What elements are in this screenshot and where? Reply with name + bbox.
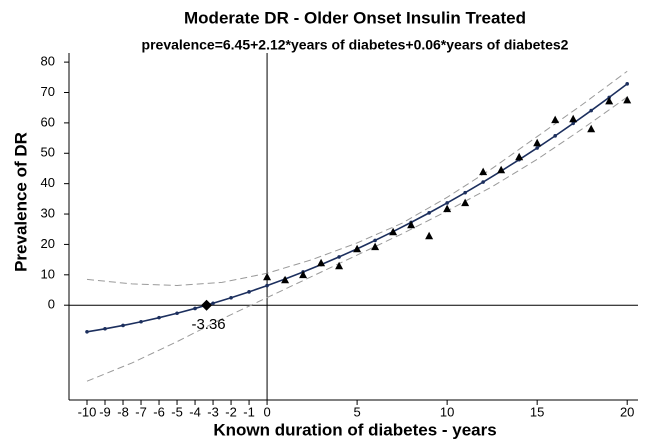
intercept-marker (201, 299, 213, 311)
fit-point (481, 180, 485, 184)
x-axis-label: Known duration of diabetes - years (213, 420, 496, 439)
y-tick-label: 10 (41, 266, 55, 281)
fit-point (463, 190, 467, 195)
fit-line (86, 83, 628, 333)
confidence-band (86, 96, 628, 382)
observed-point (281, 275, 290, 284)
observed-point (407, 220, 416, 229)
x-tick-label: -8 (117, 404, 129, 419)
x-tick-label: -1 (243, 404, 255, 419)
chart-subtitle: prevalence=6.45+2.12*years of diabetes+0… (142, 37, 569, 53)
y-tick-label: 80 (41, 54, 55, 69)
fit-point (535, 146, 539, 150)
observed-point (263, 272, 272, 281)
y-tick-label: 50 (41, 145, 55, 160)
observed-point (569, 114, 578, 123)
intercept-label: -3.36 (191, 316, 225, 333)
y-tick-label: 60 (41, 114, 55, 129)
observed-point (425, 231, 434, 240)
x-tick-label: -6 (153, 404, 165, 419)
y-tick-label: 30 (41, 205, 55, 220)
fit-point (157, 315, 161, 320)
fit-point (85, 329, 89, 334)
observed-point (443, 204, 452, 213)
x-tick-label: -2 (225, 404, 237, 419)
fit-point (139, 319, 143, 324)
x-tick-label: 15 (530, 404, 544, 419)
confidence-band (86, 70, 628, 286)
y-tick-label: 0 (48, 297, 55, 312)
y-axis-label: Prevalence of DR (11, 132, 30, 272)
observed-point (335, 261, 344, 270)
fit-point (625, 82, 629, 86)
fit-point (121, 323, 125, 328)
fit-point (175, 311, 179, 316)
observed-point (551, 115, 560, 124)
fit-point (427, 211, 431, 215)
fit-point (265, 283, 269, 288)
observed-point (497, 165, 506, 174)
x-tick-label: -3 (207, 404, 219, 419)
x-tick-label: 5 (353, 404, 360, 419)
x-tick-label: -7 (135, 404, 147, 419)
fit-point (247, 290, 251, 294)
fit-point (589, 108, 593, 113)
observed-point (317, 258, 326, 267)
x-tick-label: -4 (189, 404, 201, 419)
x-tick-label: -10 (78, 404, 97, 419)
observed-point (461, 198, 470, 207)
observed-point (479, 167, 488, 176)
fit-point (193, 306, 197, 311)
observed-point (605, 96, 614, 105)
observed-point (623, 95, 632, 104)
fit-point (229, 295, 233, 300)
y-tick-label: 70 (41, 84, 55, 99)
observed-point (299, 270, 308, 279)
observed-point (371, 242, 380, 251)
observed-point (533, 138, 542, 147)
fit-point (337, 255, 341, 259)
x-tick-label: 0 (263, 404, 270, 419)
observed-point (389, 227, 398, 236)
observed-point (515, 152, 524, 161)
fit-point (445, 201, 449, 205)
observed-point (587, 124, 596, 133)
y-tick-label: 20 (41, 236, 55, 251)
x-tick-label: -5 (171, 404, 183, 419)
observed-point (353, 244, 362, 253)
fit-point (211, 301, 215, 306)
fit-point (373, 238, 377, 243)
x-tick-label: -9 (99, 404, 111, 419)
y-tick-label: 40 (41, 175, 55, 190)
x-tick-label: 10 (440, 404, 454, 419)
x-tick-label: 20 (620, 404, 634, 419)
fit-point (103, 327, 107, 331)
chart-title: Moderate DR - Older Onset Insulin Treate… (184, 8, 526, 27)
fit-point (553, 134, 557, 138)
fit-point (571, 121, 575, 126)
